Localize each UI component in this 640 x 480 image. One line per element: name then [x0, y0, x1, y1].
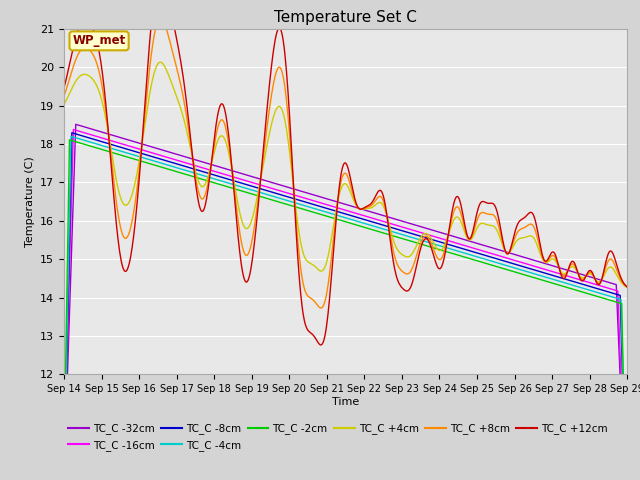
- TC_C +12cm: [432, 261, 440, 266]
- TC_C -8cm: [415, 233, 422, 239]
- TC_C +12cm: [623, 284, 631, 290]
- TC_C -4cm: [129, 152, 137, 157]
- TC_C -16cm: [431, 234, 439, 240]
- TC_C -4cm: [71, 135, 79, 141]
- TC_C +12cm: [317, 342, 324, 348]
- TC_C +12cm: [216, 103, 224, 109]
- TC_C +4cm: [623, 285, 631, 290]
- TC_C -16cm: [70, 127, 77, 132]
- Line: TC_C -4cm: TC_C -4cm: [64, 136, 627, 480]
- TC_C +8cm: [157, 16, 164, 22]
- TC_C -16cm: [129, 144, 137, 150]
- TC_C +4cm: [186, 144, 194, 149]
- TC_C -32cm: [72, 121, 79, 127]
- TC_C -4cm: [67, 133, 75, 139]
- TC_C -8cm: [431, 238, 439, 243]
- TC_C -2cm: [71, 139, 79, 144]
- Line: TC_C -8cm: TC_C -8cm: [64, 133, 627, 480]
- TC_C -8cm: [216, 174, 224, 180]
- Line: TC_C +4cm: TC_C +4cm: [64, 62, 627, 288]
- TC_C +8cm: [432, 252, 440, 258]
- TC_C -32cm: [70, 168, 78, 174]
- TC_C +4cm: [431, 243, 439, 249]
- TC_C -32cm: [129, 138, 137, 144]
- TC_C -8cm: [68, 130, 76, 136]
- TC_C -8cm: [71, 131, 79, 137]
- TC_C -4cm: [216, 178, 224, 183]
- TC_C +8cm: [128, 218, 136, 224]
- TC_C +8cm: [60, 93, 68, 99]
- TC_C -2cm: [129, 156, 137, 162]
- Line: TC_C +12cm: TC_C +12cm: [64, 0, 627, 345]
- TC_C +4cm: [60, 102, 68, 108]
- TC_C -32cm: [186, 156, 194, 161]
- TC_C +4cm: [128, 192, 136, 197]
- TC_C -32cm: [431, 228, 439, 234]
- Text: WP_met: WP_met: [72, 35, 125, 48]
- TC_C +8cm: [70, 61, 78, 67]
- TC_C -4cm: [186, 169, 194, 175]
- TC_C +12cm: [128, 244, 136, 250]
- TC_C -4cm: [431, 241, 439, 247]
- TC_C +12cm: [416, 249, 424, 255]
- TC_C -16cm: [186, 161, 194, 167]
- Line: TC_C -32cm: TC_C -32cm: [64, 124, 627, 480]
- TC_C -16cm: [216, 170, 224, 176]
- TC_C +12cm: [70, 41, 78, 47]
- TC_C -2cm: [186, 173, 194, 179]
- TC_C +4cm: [157, 60, 164, 65]
- Line: TC_C -16cm: TC_C -16cm: [64, 130, 627, 480]
- TC_C -2cm: [431, 245, 439, 251]
- TC_C +4cm: [70, 81, 78, 87]
- TC_C +4cm: [216, 134, 224, 140]
- TC_C -2cm: [66, 137, 74, 143]
- TC_C -2cm: [415, 240, 422, 246]
- TC_C +8cm: [317, 305, 324, 311]
- TC_C -4cm: [415, 237, 422, 242]
- TC_C -2cm: [60, 461, 68, 467]
- TC_C +8cm: [216, 119, 224, 124]
- TC_C +4cm: [415, 238, 422, 244]
- TC_C +8cm: [416, 243, 424, 249]
- Line: TC_C -2cm: TC_C -2cm: [64, 140, 627, 480]
- TC_C +8cm: [186, 137, 194, 143]
- TC_C +12cm: [186, 132, 194, 137]
- TC_C -32cm: [216, 164, 224, 170]
- Y-axis label: Temperature (C): Temperature (C): [24, 156, 35, 247]
- Title: Temperature Set C: Temperature Set C: [274, 10, 417, 25]
- TC_C -2cm: [216, 181, 224, 187]
- TC_C -32cm: [60, 476, 68, 480]
- TC_C -16cm: [71, 127, 79, 133]
- Legend: TC_C -32cm, TC_C -16cm, TC_C -8cm, TC_C -4cm, TC_C -2cm, TC_C +4cm, TC_C +8cm, T: TC_C -32cm, TC_C -16cm, TC_C -8cm, TC_C …: [64, 420, 612, 455]
- TC_C -8cm: [129, 148, 137, 154]
- TC_C -8cm: [186, 165, 194, 171]
- Line: TC_C +8cm: TC_C +8cm: [64, 19, 627, 308]
- X-axis label: Time: Time: [332, 397, 359, 407]
- TC_C -16cm: [60, 465, 68, 470]
- TC_C +12cm: [60, 85, 68, 91]
- TC_C -16cm: [415, 229, 422, 235]
- TC_C +8cm: [623, 284, 631, 290]
- TC_C -32cm: [415, 223, 422, 229]
